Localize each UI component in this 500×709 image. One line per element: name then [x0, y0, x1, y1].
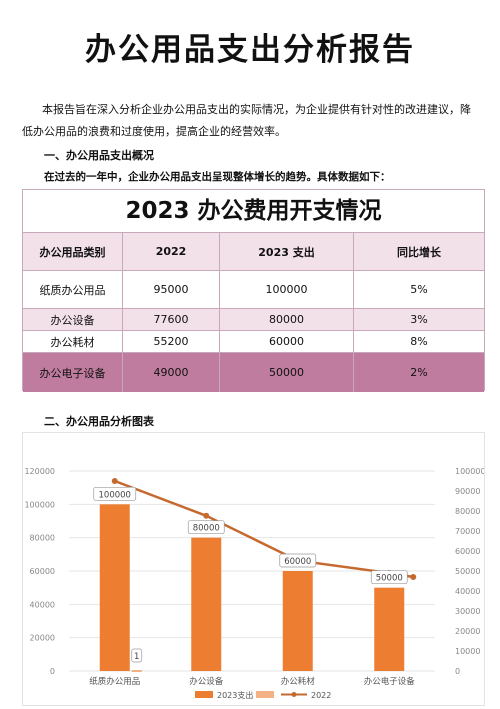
legend-label-2022: 2022 — [311, 691, 331, 700]
header-cell: 办公用品类别 — [23, 233, 123, 270]
table-cell: 5% — [410, 283, 428, 296]
intro-paragraph: 本报告旨在深入分析企业办公用品支出的实际情况，为企业提供有针对性的改进建议，降低… — [22, 103, 471, 138]
table-cell: 77600 — [123, 309, 220, 330]
bar-secondary — [131, 669, 142, 672]
data-label-box — [370, 570, 408, 585]
document-title: 办公用品支出分析报告 — [85, 32, 415, 68]
lead-text: 在过去的一年中，企业办公用品支出呈现整体增长的趋势。具体数据如下： — [44, 171, 391, 183]
bar-2023 — [282, 571, 313, 671]
data-label-box — [187, 520, 225, 535]
data-label: 100000 — [99, 490, 131, 500]
header-cell: 2022 — [123, 233, 220, 270]
data-label-box — [279, 553, 317, 568]
table-cell: 8% — [410, 335, 428, 348]
y-left-tick-label: 60000 — [30, 567, 55, 576]
table-row: 办公设备 77600 80000 3% — [23, 309, 484, 331]
bar-2023 — [99, 504, 130, 671]
legend-swatch-2023 — [195, 691, 213, 698]
x-tick-label: 办公耗材 — [281, 676, 316, 687]
table-cell: 50000 — [220, 353, 354, 392]
table-cell: 办公电子设备 — [23, 353, 123, 392]
table-cell: 3% — [410, 313, 428, 326]
table-row: 纸质办公用品 95000 100000 5% — [23, 271, 484, 309]
y-right-tick-label: 50000 — [455, 567, 480, 576]
section-heading-chart: 二、办公用品分析图表 — [44, 415, 154, 428]
y-left-tick-label: 20000 — [30, 634, 55, 643]
x-tick-label: 办公电子设备 — [364, 676, 416, 687]
legend-label-2023: 2023支出 — [217, 690, 253, 700]
y-right-tick-label: 40000 — [455, 587, 480, 596]
data-label: 80000 — [193, 524, 220, 534]
line-2022-point — [203, 512, 210, 519]
table-cell: 49000 — [123, 353, 220, 392]
y-right-tick-label: 60000 — [455, 547, 480, 556]
table-cell: 办公设备 — [23, 309, 123, 330]
table-cell: 55200 — [123, 331, 220, 352]
table-title: 2023 办公费用开支情况 — [23, 190, 484, 233]
y-left-tick-label: 80000 — [30, 534, 55, 543]
table-cell: 纸质办公用品 — [23, 271, 123, 308]
header-cell: 同比增长 — [397, 245, 441, 259]
table-cell: 60000 — [220, 331, 354, 352]
table-cell: 100000 — [220, 271, 354, 308]
y-right-tick-label: 0 — [455, 667, 460, 676]
data-label-box — [131, 648, 143, 663]
y-left-tick-label: 120000 — [24, 467, 55, 476]
table-row: 办公电子设备 49000 50000 2% — [23, 353, 484, 392]
legend-marker-2022 — [291, 692, 297, 697]
table-cell: 2% — [410, 366, 428, 379]
y-left-tick-label: 40000 — [30, 600, 55, 609]
x-tick-label: 纸质办公用品 — [89, 676, 140, 687]
y-right-tick-label: 100000 — [455, 467, 484, 476]
line-2022-point — [410, 574, 417, 580]
data-label-box — [93, 486, 137, 501]
table-cell: 95000 — [123, 271, 220, 308]
line-2022-point — [111, 478, 118, 484]
chart-svg: 0200004000060000800001000001200000100002… — [24, 467, 485, 700]
data-label: 1 — [134, 652, 139, 662]
legend-swatch-secondary — [256, 691, 274, 698]
x-tick-label: 办公设备 — [189, 676, 224, 687]
expense-chart: 0 20000 40000 60000 80000 100000 120000 0 10000 2… — [22, 432, 486, 706]
table-cell: 80000 — [220, 309, 354, 330]
y-right-tick-label: 80000 — [455, 507, 480, 516]
section-heading-overview: 一、办公用品支出概况 — [44, 149, 154, 162]
y-left-tick-label: 0 — [50, 667, 55, 676]
y-right-tick-label: 70000 — [455, 527, 480, 536]
table-row: 办公耗材 55200 60000 8% — [23, 331, 484, 353]
data-label: 60000 — [284, 557, 311, 567]
y-left-tick-label: 100000 — [24, 500, 55, 509]
y-right-tick-label: 20000 — [455, 627, 480, 636]
bar-2023 — [191, 537, 222, 671]
y-right-tick-label: 90000 — [455, 487, 480, 496]
line-2022 — [114, 479, 390, 575]
table-cell: 办公耗材 — [23, 331, 123, 352]
expense-table: 2023 办公费用开支情况 办公用品类别 2022 2023 支出 同比增长 纸… — [22, 189, 485, 392]
header-cell: 2023 支出 — [220, 233, 354, 270]
y-right-tick-label: 30000 — [455, 607, 480, 616]
y-right-tick-label: 10000 — [455, 647, 480, 656]
table-header-row: 办公用品类别 2022 2023 支出 同比增长 — [23, 233, 484, 271]
data-label: 50000 — [376, 574, 403, 584]
bar-2023 — [374, 587, 405, 671]
